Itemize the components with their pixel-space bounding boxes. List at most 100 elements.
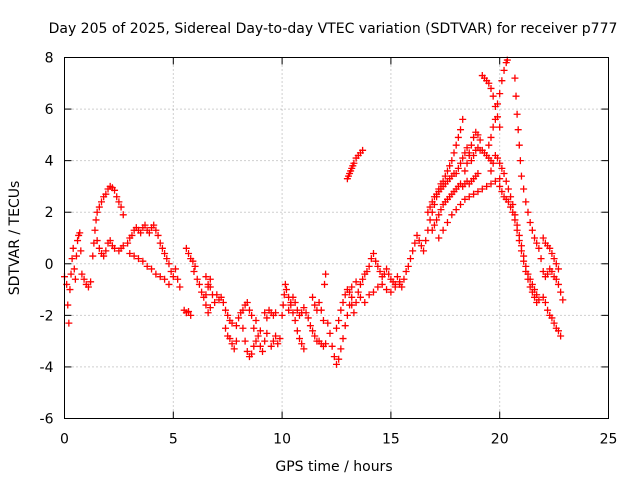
data-point <box>322 340 330 348</box>
data-point <box>491 177 499 185</box>
data-point <box>293 306 301 314</box>
data-point <box>411 239 419 247</box>
data-point <box>494 100 502 108</box>
data-point <box>533 239 541 247</box>
data-point <box>102 190 110 198</box>
data-point <box>206 275 214 283</box>
data-point <box>279 301 287 309</box>
data-point <box>239 306 247 314</box>
data-point <box>548 268 556 276</box>
data-point <box>531 293 539 301</box>
data-point <box>367 255 375 263</box>
data-point <box>280 291 288 299</box>
data-point <box>420 247 428 255</box>
data-point <box>185 307 193 315</box>
data-point <box>454 164 462 172</box>
data-point <box>204 280 212 288</box>
data-point <box>161 275 169 283</box>
data-point <box>319 317 327 325</box>
data-point <box>417 242 425 250</box>
data-point <box>359 146 367 154</box>
data-point <box>311 301 319 309</box>
data-point <box>457 159 465 167</box>
data-point <box>222 306 230 314</box>
data-point <box>557 332 565 340</box>
data-point <box>430 221 438 229</box>
data-point <box>111 244 119 252</box>
data-point <box>498 188 506 196</box>
data-point <box>402 268 410 276</box>
data-point <box>335 355 343 363</box>
data-point <box>169 273 177 281</box>
data-point <box>68 255 76 263</box>
data-point <box>276 335 284 343</box>
data-point <box>330 353 338 361</box>
data-point <box>517 247 525 255</box>
data-point <box>204 309 212 317</box>
y-tick-label: -6 <box>40 412 54 428</box>
data-point <box>452 141 460 149</box>
data-point <box>544 270 552 278</box>
data-point <box>235 314 243 322</box>
data-point <box>548 314 556 322</box>
y-tick-label: 4 <box>45 154 54 170</box>
data-point <box>524 275 532 283</box>
data-point <box>65 319 73 327</box>
data-point <box>393 273 401 281</box>
data-point <box>531 234 539 242</box>
data-point <box>97 198 105 206</box>
data-point <box>134 255 142 263</box>
data-point <box>489 92 497 100</box>
data-point <box>232 322 240 330</box>
data-point <box>317 306 325 314</box>
data-point <box>513 110 521 118</box>
data-point <box>511 74 519 82</box>
data-point <box>254 332 262 340</box>
data-point <box>171 265 179 273</box>
data-point <box>356 280 364 288</box>
data-point <box>150 221 158 229</box>
data-point <box>161 249 169 257</box>
data-point <box>349 162 357 170</box>
data-point <box>450 149 458 157</box>
data-point <box>426 216 434 224</box>
data-point <box>321 280 329 288</box>
data-point <box>474 188 482 196</box>
data-point <box>309 327 317 335</box>
data-point <box>496 123 504 131</box>
data-point <box>74 237 82 245</box>
data-point <box>335 317 343 325</box>
data-point <box>544 306 552 314</box>
data-point <box>343 311 351 319</box>
data-point <box>70 265 78 273</box>
x-tick-label: 5 <box>169 432 178 448</box>
data-point <box>289 309 297 317</box>
data-point <box>256 342 264 350</box>
data-point <box>128 231 136 239</box>
data-point <box>467 157 475 165</box>
data-point <box>539 293 547 301</box>
data-point <box>141 221 149 229</box>
data-point <box>339 298 347 306</box>
data-point <box>228 340 236 348</box>
data-point <box>537 255 545 263</box>
data-point <box>226 335 234 343</box>
data-point <box>422 237 430 245</box>
data-point <box>541 298 549 306</box>
data-point <box>248 311 256 319</box>
data-point <box>80 275 88 283</box>
data-point <box>494 154 502 162</box>
data-point <box>248 350 256 358</box>
data-point <box>426 203 434 211</box>
data-point <box>369 288 377 296</box>
data-point <box>554 265 562 273</box>
data-point <box>87 278 95 286</box>
data-point <box>113 193 121 201</box>
data-point <box>322 270 330 278</box>
data-point <box>374 283 382 291</box>
data-point <box>219 298 227 306</box>
data-point <box>520 257 528 265</box>
data-point <box>487 84 495 92</box>
x-tick-label: 20 <box>491 432 509 448</box>
data-point <box>383 265 391 273</box>
